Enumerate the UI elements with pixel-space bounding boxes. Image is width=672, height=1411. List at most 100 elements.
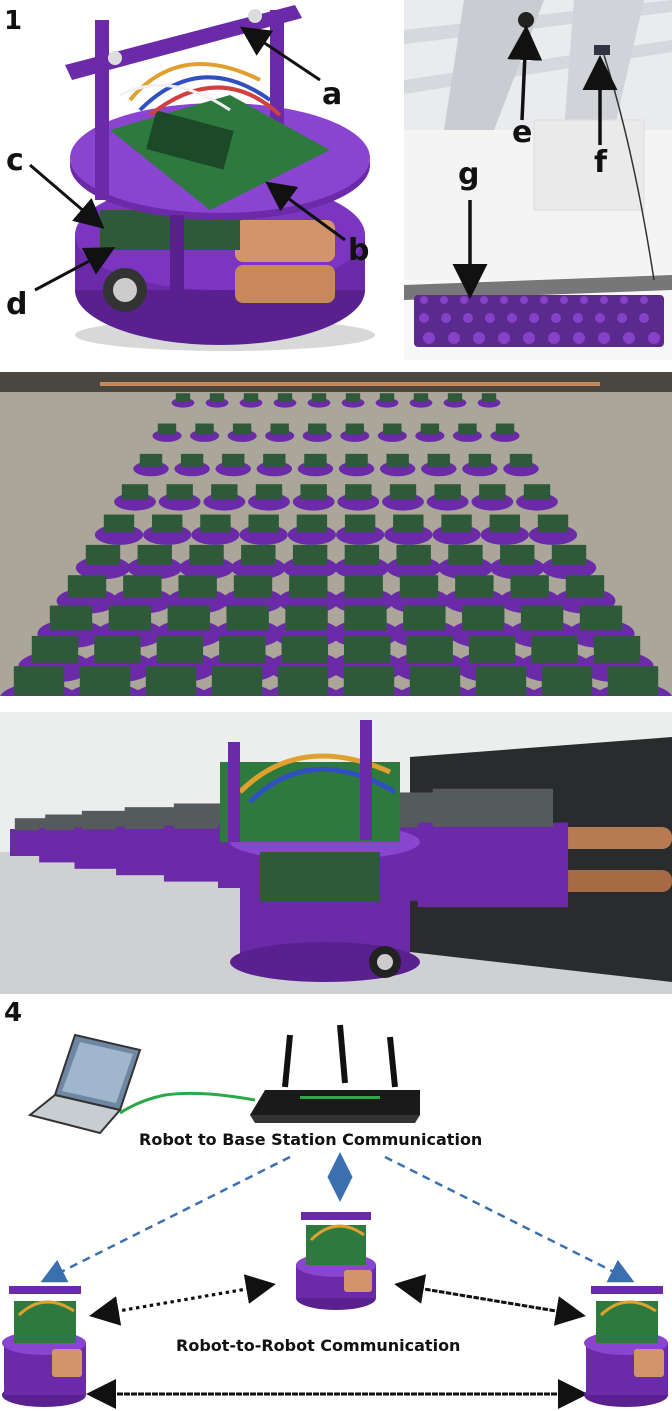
robot-pcb (520, 605, 564, 631)
robot-pcb (386, 453, 409, 467)
robot-pcb (277, 666, 329, 696)
robot-pcb (289, 575, 328, 598)
robot-pcb (479, 484, 506, 500)
robot-icon (417, 822, 569, 908)
laptop-icon (27, 1033, 142, 1135)
robot-pcb (343, 666, 395, 696)
robot-pcb (389, 484, 417, 500)
robot-pcb (243, 393, 259, 402)
robot-pcb (396, 544, 431, 565)
robot-pcb (219, 635, 266, 663)
label-g: g (458, 157, 480, 192)
base-station-caption: Robot to Base Station Communication (139, 1130, 483, 1149)
robot-pcb (248, 514, 279, 533)
router-icon (250, 1024, 420, 1123)
robot-pcb (285, 605, 328, 631)
robot-pcb (45, 814, 94, 830)
robot-pcb (345, 423, 364, 435)
robot-pcb (308, 423, 327, 435)
robot-pcb (281, 635, 328, 663)
robot-pcb (468, 453, 492, 467)
robot-pcb (157, 423, 177, 435)
robot-pcb (455, 575, 494, 598)
robot-pcb (255, 484, 283, 500)
robot-pcb (137, 544, 172, 565)
robot-pcb (383, 423, 402, 435)
robot-pcb (103, 514, 135, 533)
robot-pcb (166, 484, 193, 500)
robot-pcb (500, 544, 535, 565)
communication-diagram (2, 1024, 668, 1409)
panel-1-number: 1 (4, 6, 23, 36)
robot-pcb (200, 514, 231, 533)
robot-pcb (85, 544, 121, 565)
robot-pcb (510, 575, 549, 598)
robot-pcb (531, 635, 578, 663)
robot-pcb (232, 423, 252, 435)
panel-4-number: 4 (4, 998, 23, 1028)
robot-pcb (344, 635, 391, 663)
robot-pcb (413, 393, 429, 402)
robot-icon (2, 1286, 86, 1407)
robot-pcb (211, 484, 238, 500)
robot-pcb (345, 484, 372, 500)
robot-closeup-photo (30, 0, 400, 360)
robot-pcb (152, 514, 183, 533)
robot-pcb (399, 575, 439, 598)
robot-pcb (448, 544, 483, 565)
robot-pcb (178, 575, 217, 598)
robot-pcb (167, 605, 210, 631)
robot-pcb (593, 635, 641, 663)
robot-pcb (509, 453, 533, 467)
label-d: d (6, 287, 28, 322)
robot-pcb (409, 666, 461, 696)
robot-pcb (13, 666, 65, 696)
robot-pcb (427, 453, 450, 467)
robot-pcb (79, 666, 131, 696)
robot-pcb (441, 514, 472, 533)
robot-pcb (344, 605, 387, 631)
robot-pcb (209, 393, 225, 402)
robot-pcb (607, 666, 659, 696)
robot-pcb (14, 818, 54, 831)
robot-pcb (537, 514, 569, 533)
robot-pcb (344, 575, 383, 598)
robot-pcb (420, 423, 440, 435)
robot-line-photo (0, 712, 672, 994)
robot-icon (584, 1286, 668, 1407)
robot-pcb (565, 575, 605, 598)
robot-pcb (195, 423, 214, 435)
robot-pcb (108, 605, 152, 631)
robot-pcb (226, 605, 269, 631)
robot-pcb (345, 453, 368, 467)
robot-pcb (145, 666, 197, 696)
robot-pcb (434, 484, 461, 500)
robot-pcb (211, 666, 263, 696)
robot-pcb (344, 514, 376, 533)
panel-1-arrows (29, 26, 346, 292)
robot-pcb (489, 514, 520, 533)
label-a: a (322, 77, 343, 112)
robot-pcb (462, 605, 505, 631)
robot-pcb (31, 635, 79, 663)
robot-pcb (94, 635, 141, 663)
robot-pcb (475, 666, 527, 696)
robot-pcb (495, 423, 515, 435)
robot-pcb (277, 393, 293, 402)
robot-pcb (481, 393, 497, 402)
robot-pcb (180, 453, 204, 467)
robot-pcb (523, 484, 551, 500)
robot-pcb (241, 544, 276, 565)
label-b: b (348, 233, 370, 268)
robot-pcb (49, 605, 93, 631)
panel-1-arena-arrows (452, 25, 618, 299)
robot-pcb (458, 423, 477, 435)
robot-pcb (393, 514, 424, 533)
robot-pcb (222, 453, 245, 467)
robot-pcb (175, 393, 191, 402)
robot-pcb (403, 605, 446, 631)
robot-pcb (123, 575, 162, 598)
label-e: e (512, 115, 533, 150)
robot-pcb (304, 453, 327, 467)
robot-pcb (233, 575, 273, 598)
